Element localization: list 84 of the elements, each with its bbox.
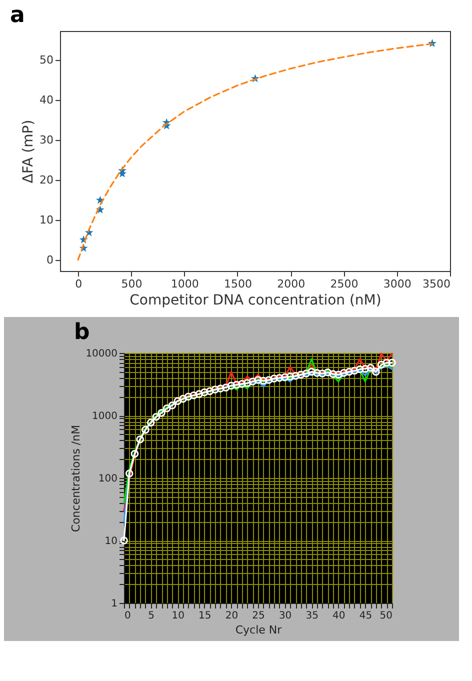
x-tick-label: 30 [278, 610, 292, 622]
x-tick-label: 2000 [277, 278, 306, 290]
x-tick-label: 10 [172, 610, 184, 622]
point [152, 412, 160, 421]
y-axis-title: ΔFA (mP) [20, 120, 37, 184]
point [130, 450, 139, 458]
point [136, 435, 144, 444]
chart-title: a [10, 3, 25, 28]
y-tick-label: 10 [104, 536, 118, 547]
point [296, 370, 305, 379]
y-tick-label: 30 [40, 133, 54, 146]
chart-title: b [74, 320, 90, 345]
point [334, 370, 342, 379]
point [206, 387, 214, 396]
point [264, 376, 273, 384]
x-tick-label: 3000 [383, 278, 412, 290]
point [377, 360, 386, 369]
x-tick-label: 50 [380, 610, 392, 622]
y-tick-label: 0 [46, 253, 54, 266]
point [313, 369, 321, 377]
point [125, 470, 134, 478]
point [318, 370, 326, 378]
point [162, 404, 171, 412]
x-tick-label: 45 [359, 610, 372, 622]
x-tick-label: 1000 [170, 278, 199, 290]
point [200, 388, 208, 396]
point [146, 418, 155, 426]
y-tick-label: 40 [40, 93, 54, 106]
x-tick-label: 0 [124, 610, 131, 622]
point [286, 372, 294, 380]
point [142, 426, 150, 434]
x-tick-label: 0 [75, 278, 82, 290]
y-tick-label: 10 [40, 213, 54, 226]
x-axis-title: Competitor DNA concentration (nM) [130, 292, 382, 308]
x-axis-title: Cycle Nr [235, 624, 282, 636]
point [243, 379, 252, 387]
point [350, 366, 358, 375]
point [324, 368, 332, 376]
point [227, 382, 236, 390]
point [216, 384, 224, 392]
x-tick-label: 5 [148, 610, 154, 622]
point [168, 402, 176, 410]
point [308, 368, 316, 376]
point [195, 390, 203, 398]
y-tick-label: 50 [40, 53, 54, 66]
x-tick-label: 2500 [330, 278, 358, 290]
point [174, 397, 182, 406]
point [254, 376, 262, 384]
point [211, 386, 220, 394]
point [184, 392, 192, 401]
point [366, 364, 374, 372]
x-tick-label: 1500 [224, 278, 252, 290]
point [292, 372, 300, 380]
point [158, 409, 166, 417]
x-tick-label: 35 [306, 610, 318, 622]
x-tick-label: 3500 [422, 278, 450, 290]
point [222, 384, 230, 392]
x-tick-label: 20 [225, 610, 238, 622]
point [302, 370, 310, 378]
y-tick-label: 1 [111, 598, 118, 610]
point [340, 369, 348, 377]
point [248, 378, 257, 386]
point [356, 365, 364, 374]
x-tick-label: 15 [198, 610, 212, 622]
point [372, 368, 380, 376]
point [329, 370, 337, 378]
point [345, 368, 354, 376]
point [276, 374, 284, 382]
x-tick-label: 40 [332, 610, 346, 622]
y-tick-label: 20 [40, 173, 54, 186]
y-tick-label: 100 [98, 474, 118, 484]
point [361, 364, 370, 373]
y-tick-label: 1000 [92, 411, 118, 422]
point [232, 380, 240, 389]
y-axis-title: Concentrations /nM [70, 424, 83, 532]
x-tick-label: 25 [252, 610, 265, 622]
y-tick-label: 10000 [86, 348, 118, 360]
point [270, 374, 278, 382]
point [259, 376, 268, 385]
point [179, 394, 187, 403]
x-tick-label: 500 [121, 278, 142, 290]
point [238, 380, 246, 388]
point [280, 373, 289, 382]
point [190, 391, 198, 400]
